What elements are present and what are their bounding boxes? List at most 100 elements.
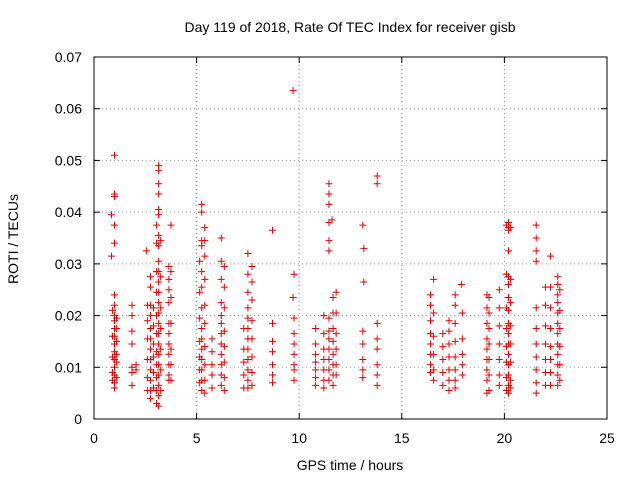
data-point bbox=[532, 247, 540, 255]
data-point bbox=[198, 268, 206, 276]
y-tick-label: 0.06 bbox=[55, 101, 82, 117]
data-point bbox=[427, 301, 435, 309]
data-point bbox=[439, 356, 447, 364]
data-point bbox=[146, 335, 154, 343]
y-tick-label: 0 bbox=[74, 411, 82, 427]
data-point bbox=[165, 350, 173, 358]
data-point bbox=[248, 262, 256, 270]
data-point bbox=[556, 361, 564, 369]
data-point bbox=[198, 283, 206, 291]
data-point bbox=[554, 281, 562, 289]
data-point bbox=[451, 301, 459, 309]
data-point bbox=[445, 353, 453, 361]
data-point bbox=[427, 361, 435, 369]
data-point bbox=[217, 312, 225, 320]
data-point bbox=[320, 330, 328, 338]
data-point bbox=[150, 322, 158, 330]
data-point bbox=[430, 366, 438, 374]
data-point bbox=[150, 368, 158, 376]
data-point bbox=[155, 319, 163, 327]
data-point bbox=[198, 208, 206, 216]
data-point bbox=[556, 376, 564, 384]
data-point bbox=[153, 221, 161, 229]
data-point bbox=[325, 376, 333, 384]
data-point bbox=[554, 319, 562, 327]
data-point bbox=[485, 356, 493, 364]
data-point bbox=[128, 301, 136, 309]
data-point bbox=[155, 392, 163, 400]
data-point bbox=[220, 374, 228, 382]
data-point bbox=[248, 317, 256, 325]
data-point bbox=[165, 330, 173, 338]
data-point bbox=[217, 234, 225, 242]
data-point bbox=[430, 350, 438, 358]
x-tick-label: 10 bbox=[291, 430, 307, 446]
data-point bbox=[312, 366, 320, 374]
data-point bbox=[107, 252, 115, 260]
data-point bbox=[167, 221, 175, 229]
data-point bbox=[220, 283, 228, 291]
x-tick-label: 0 bbox=[90, 430, 98, 446]
y-tick-label: 0.05 bbox=[55, 152, 82, 168]
data-point bbox=[451, 319, 459, 327]
data-point bbox=[547, 368, 555, 376]
data-point bbox=[451, 384, 459, 392]
data-point bbox=[329, 350, 337, 358]
data-point bbox=[427, 317, 435, 325]
data-point bbox=[248, 278, 256, 286]
data-point bbox=[111, 291, 119, 299]
data-point bbox=[325, 335, 333, 343]
data-point bbox=[150, 304, 158, 312]
data-point bbox=[157, 325, 165, 332]
data-point bbox=[332, 288, 340, 296]
data-point bbox=[556, 286, 564, 294]
data-point bbox=[113, 325, 121, 332]
data-point bbox=[312, 381, 320, 389]
data-point bbox=[155, 402, 163, 410]
y-tick-label: 0.07 bbox=[55, 49, 82, 65]
data-point bbox=[244, 376, 252, 384]
y-tick-label: 0.02 bbox=[55, 308, 82, 324]
data-point bbox=[532, 340, 540, 348]
data-point bbox=[155, 381, 163, 389]
data-point bbox=[554, 330, 562, 338]
data-point bbox=[244, 314, 252, 322]
data-point bbox=[111, 363, 119, 371]
data-point bbox=[532, 304, 540, 312]
data-point bbox=[155, 278, 163, 286]
data-point bbox=[155, 371, 163, 379]
data-point bbox=[248, 335, 256, 343]
data-point bbox=[201, 389, 209, 397]
data-point bbox=[269, 319, 277, 327]
data-point bbox=[155, 242, 163, 250]
data-point bbox=[155, 231, 163, 239]
data-point bbox=[244, 366, 252, 374]
data-point bbox=[445, 387, 453, 395]
data-point bbox=[329, 381, 337, 389]
data-point bbox=[507, 275, 515, 283]
data-point bbox=[201, 319, 209, 327]
data-point bbox=[373, 172, 381, 180]
data-point bbox=[451, 291, 459, 299]
data-point bbox=[451, 366, 459, 374]
data-point bbox=[220, 304, 228, 312]
data-point bbox=[312, 374, 320, 382]
data-point bbox=[167, 361, 175, 369]
data-point bbox=[113, 314, 121, 322]
data-point bbox=[155, 330, 163, 338]
data-point bbox=[111, 193, 119, 201]
data-point bbox=[507, 299, 515, 307]
data-point bbox=[248, 368, 256, 376]
data-point bbox=[547, 252, 555, 260]
data-point bbox=[373, 361, 381, 369]
data-point bbox=[554, 273, 562, 281]
data-point bbox=[165, 299, 173, 307]
data-point bbox=[329, 337, 337, 345]
y-tick-labels: 0 0.01 0.02 0.03 0.04 0.05 0.06 0.07 bbox=[55, 49, 82, 427]
data-point bbox=[165, 262, 173, 270]
data-point bbox=[532, 379, 540, 387]
data-point bbox=[312, 340, 320, 348]
data-point bbox=[146, 273, 154, 281]
